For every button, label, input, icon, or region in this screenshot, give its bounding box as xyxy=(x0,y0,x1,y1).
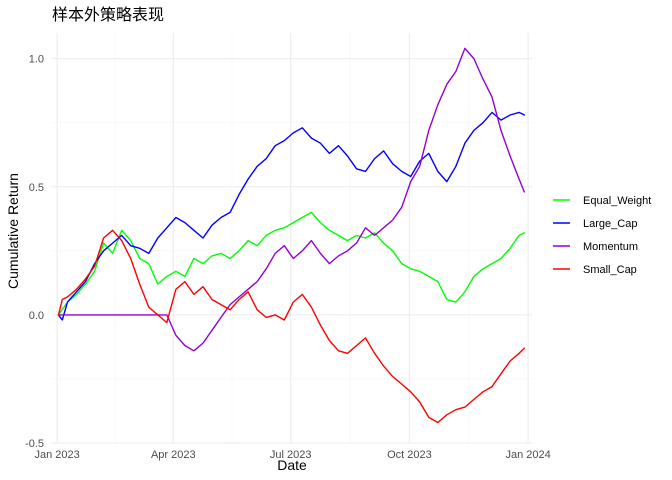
series-line-momentum xyxy=(57,47,525,352)
y-axis-ticks: -0.5 0.0 0.5 1.0 xyxy=(25,54,44,450)
series-layer xyxy=(57,47,525,424)
x-tick-label: Apr 2023 xyxy=(151,449,196,461)
legend: Equal_Weight Large_Cap Momentum Small_Cap xyxy=(553,195,651,276)
y-tick-label: 0.0 xyxy=(29,310,44,322)
legend-label: Small_Cap xyxy=(583,264,637,276)
y-tick-label: -0.5 xyxy=(25,438,44,450)
legend-label: Momentum xyxy=(583,241,638,253)
x-tick-label: Jan 2024 xyxy=(505,449,550,461)
y-tick-label: 1.0 xyxy=(29,54,44,66)
series-line-small-cap xyxy=(57,229,525,424)
x-tick-label: Oct 2023 xyxy=(387,449,432,461)
chart-title: 样本外策略表现 xyxy=(52,5,164,24)
x-axis-ticks: Jan 2023 Apr 2023 Jul 2023 Oct 2023 Jan 2024 xyxy=(35,449,551,461)
legend-label: Equal_Weight xyxy=(583,195,651,207)
legend-label: Large_Cap xyxy=(583,218,637,230)
x-axis-title: Date xyxy=(277,457,307,473)
y-axis-title: Cumulative Return xyxy=(5,173,21,289)
x-tick-label: Jul 2023 xyxy=(270,449,312,461)
y-tick-label: 0.5 xyxy=(29,182,44,194)
x-tick-label: Jan 2023 xyxy=(35,449,80,461)
series-line-large-cap xyxy=(57,111,525,321)
grid xyxy=(52,33,532,444)
series-line-equal-weight xyxy=(57,211,525,316)
